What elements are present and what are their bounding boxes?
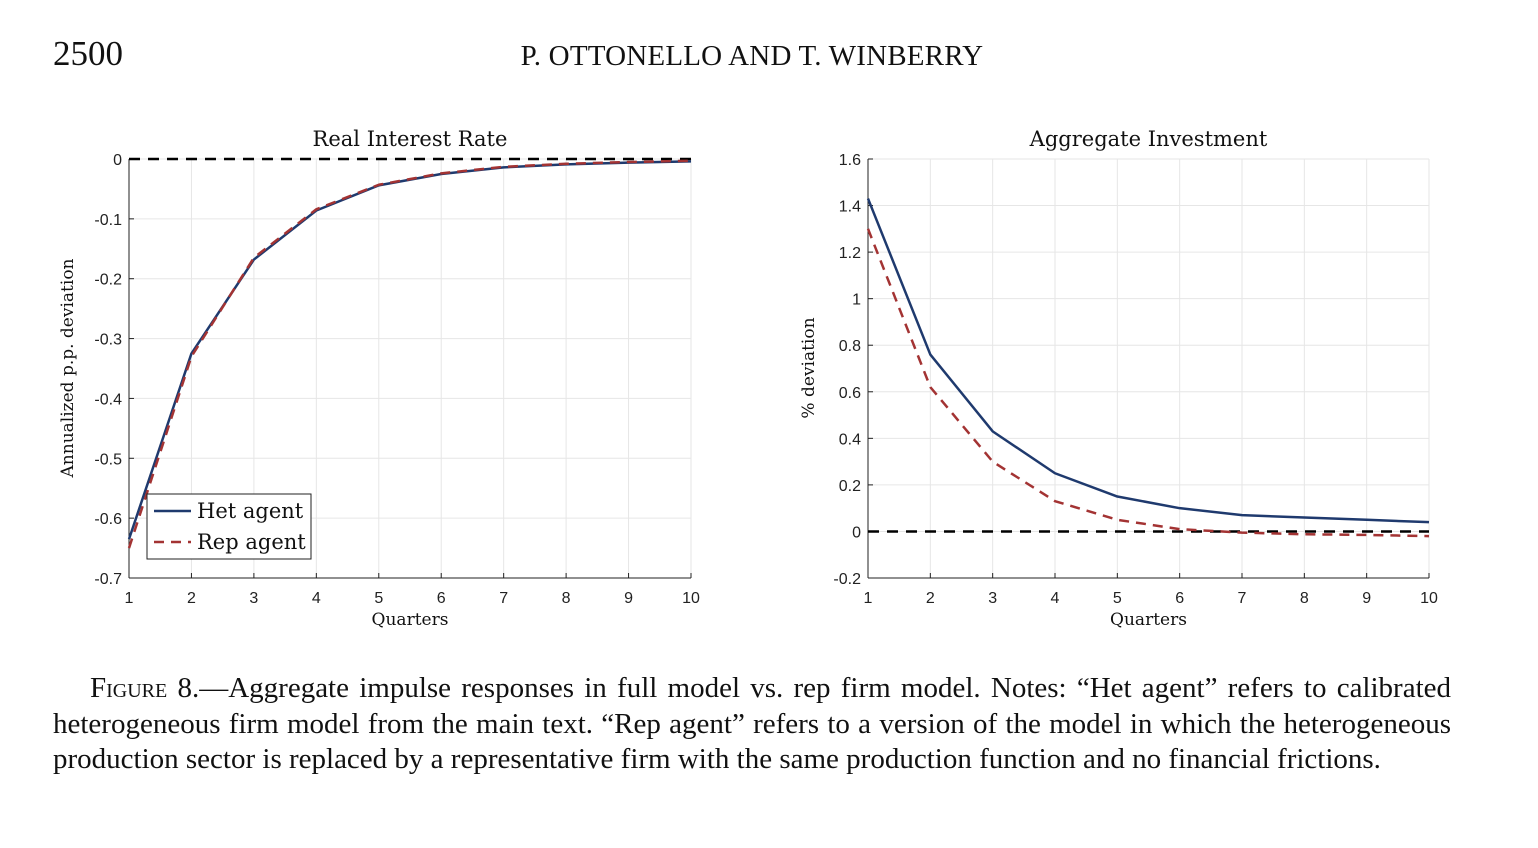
x-axis-label: Quarters <box>372 610 449 630</box>
x-tick-label: 6 <box>1175 590 1184 607</box>
y-tick-label: 0.6 <box>839 385 861 402</box>
y-tick-label: 0 <box>113 152 122 169</box>
y-tick-label: -0.6 <box>94 511 122 528</box>
y-tick-label: -0.3 <box>94 332 122 349</box>
chart-panel-2: 1 2 3 4 5 6 7 8 9 10 1.6 1.4 1.2 1 0.8 0.6 0.4 0.2 0 -0.2 Ag… <box>799 127 1438 630</box>
chart-title: Aggregate Investment <box>1029 127 1268 151</box>
x-tick-label: 5 <box>1113 590 1122 607</box>
figure-8-charts: 1 2 3 4 5 6 7 8 9 100-0.1-0.2-0.3-0.4-0.5-0.6-0.7… <box>58 127 1438 630</box>
x-tick-label: 9 <box>1362 590 1371 607</box>
legend-label: Rep agent <box>197 530 306 554</box>
x-tick-label: 7 <box>499 590 508 607</box>
y-tick-label: 1.4 <box>839 199 861 216</box>
y-tick-label: -0.5 <box>94 451 122 468</box>
page-number: 2500 <box>53 34 123 73</box>
y-tick-label: -0.2 <box>833 571 861 588</box>
x-tick-label: 8 <box>1300 590 1309 607</box>
y-tick-label: 1.6 <box>839 152 861 169</box>
y-axis-label: Annualized p.p. deviation <box>58 258 78 478</box>
chart-legend: Het agent Rep agent <box>146 493 312 560</box>
x-tick-label: 10 <box>682 590 700 607</box>
x-tick-label: 10 <box>1420 590 1438 607</box>
caption-label: Figure 8. <box>90 672 200 704</box>
x-tick-label: 4 <box>1051 590 1060 607</box>
x-tick-label: 9 <box>624 590 633 607</box>
figure-caption: Figure 8.—Aggregate impulse responses in… <box>53 671 1451 778</box>
x-tick-label: 1 <box>125 590 134 607</box>
x-tick-label: 3 <box>249 590 258 607</box>
plot-area <box>868 159 1429 578</box>
y-tick-label: -0.1 <box>94 212 122 229</box>
x-tick-label: 2 <box>926 590 935 607</box>
y-tick-label: -0.7 <box>94 571 122 588</box>
chart-panel-1: 1 2 3 4 5 6 7 8 9 10 0 -0.1 -0.2 -0.3 -0.4 -0.5 -0.6 -0.7… <box>58 127 700 630</box>
x-tick-label: 6 <box>437 590 446 607</box>
caption-text: —Aggregate impulse responses in full mod… <box>53 672 1452 775</box>
x-tick-label: 3 <box>988 590 997 607</box>
x-tick-label: 1 <box>864 590 873 607</box>
legend-box <box>146 493 312 560</box>
legend-label: Het agent <box>197 499 304 523</box>
series-line-rep-agent <box>127 159 692 549</box>
x-axis-label: Quarters <box>1110 610 1187 630</box>
series-line-het-agent <box>866 198 1430 524</box>
x-tick-label: 4 <box>312 590 321 607</box>
x-tick-label: 8 <box>562 590 571 607</box>
y-axis-label: % deviation <box>799 317 819 418</box>
x-tick-label: 5 <box>374 590 383 607</box>
running-head: P. OTTONELLO AND T. WINBERRY <box>520 40 984 72</box>
x-tick-label: 2 <box>187 590 196 607</box>
chart-title: Real Interest Rate <box>313 127 508 151</box>
y-tick-label: -0.4 <box>94 391 122 408</box>
x-tick-label: 7 <box>1238 590 1247 607</box>
y-tick-label: 0.4 <box>839 431 861 448</box>
y-tick-label: 0.2 <box>839 478 861 495</box>
y-tick-label: -0.2 <box>94 272 122 289</box>
y-tick-label: 0 <box>852 524 861 541</box>
y-tick-label: 0.8 <box>839 338 861 355</box>
y-tick-label: 1.2 <box>839 245 861 262</box>
y-tick-label: 1 <box>852 292 861 309</box>
